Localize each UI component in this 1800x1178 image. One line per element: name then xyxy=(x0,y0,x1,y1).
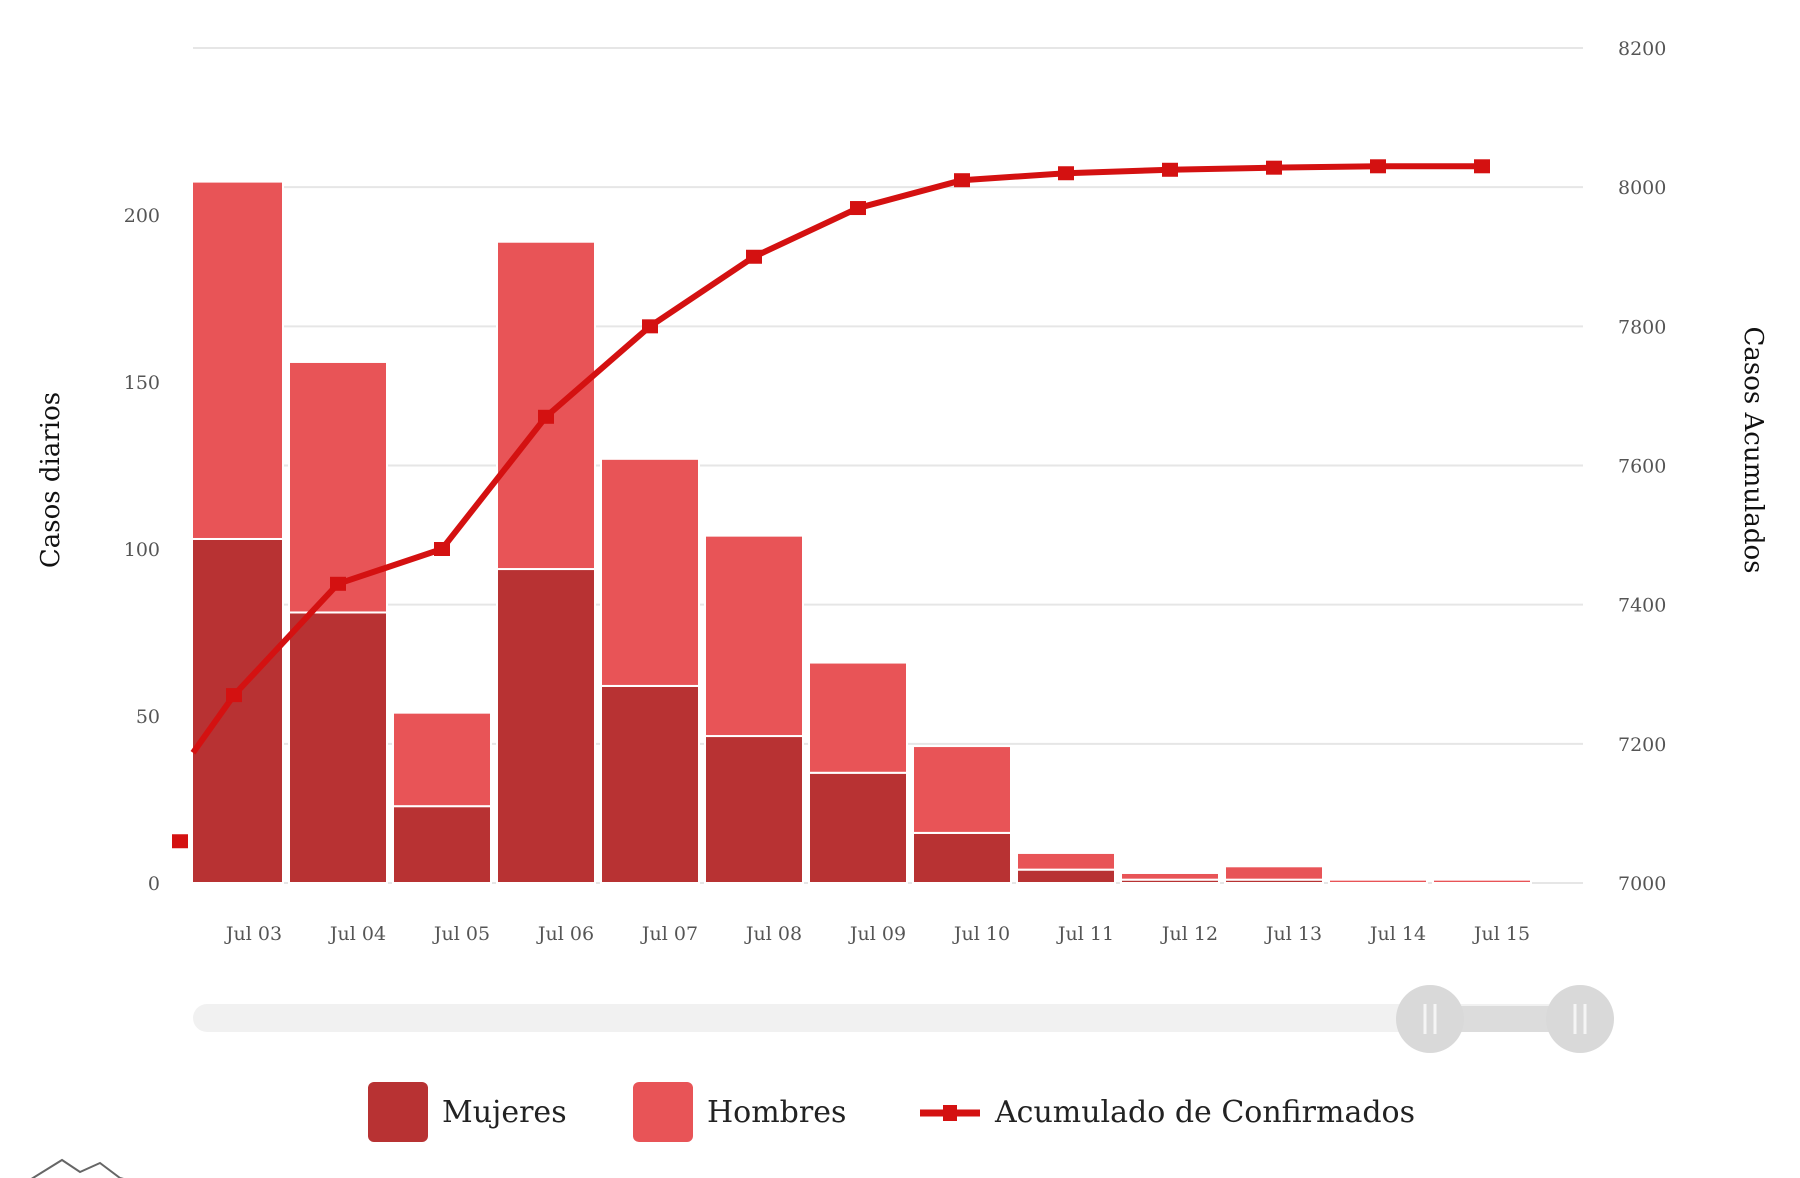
scrollbar-start-grip[interactable] xyxy=(1396,985,1464,1053)
legend-item-hombres[interactable]: Hombres xyxy=(633,1082,846,1142)
y-right-tick-label: 7200 xyxy=(1618,734,1666,756)
x-tick-label: Jul 10 xyxy=(952,923,1010,945)
bars xyxy=(81,180,1532,885)
y-left-tick-label: 150 xyxy=(124,372,160,394)
y-axis-right-title: Casos Acumulados xyxy=(1738,327,1768,574)
y-axis-right: 7000 7200 7400 7600 7800 8000 8200 xyxy=(1618,38,1666,895)
cumulative-point xyxy=(746,249,762,264)
y-left-tick-label: 100 xyxy=(124,539,160,561)
bar-hombres xyxy=(600,457,700,687)
cumulative-point xyxy=(954,173,970,188)
bar-hombres xyxy=(808,661,908,774)
bar-hombres xyxy=(1328,878,1428,884)
y-left-tick-label: 200 xyxy=(124,205,160,227)
cumulative-point xyxy=(1370,159,1386,174)
scrollbar-track[interactable] xyxy=(193,1004,1608,1032)
x-tick-label: Jul 09 xyxy=(848,923,906,945)
y-right-tick-label: 7600 xyxy=(1618,456,1666,478)
cumulative-point xyxy=(1162,162,1178,177)
bar-hombres xyxy=(1432,878,1532,884)
x-tick-label: Jul 06 xyxy=(536,923,594,945)
bar-mujeres xyxy=(704,735,804,884)
y-right-tick-label: 7400 xyxy=(1618,595,1666,617)
cumulative-point xyxy=(434,542,450,556)
bar-hombres xyxy=(496,240,596,571)
cumulative-point xyxy=(1058,166,1074,181)
bar-hombres xyxy=(392,711,492,808)
bar-mujeres xyxy=(392,805,492,884)
cumulative-line-segment xyxy=(190,693,237,755)
bar-mujeres xyxy=(1016,868,1116,885)
legend-swatch-hombres xyxy=(633,1082,693,1142)
cumulative-point xyxy=(172,834,188,849)
logo-icon xyxy=(31,1158,124,1178)
y-right-tick-label: 8200 xyxy=(1618,38,1666,60)
scrollbar-end-grip[interactable] xyxy=(1546,985,1614,1053)
y-axis-left-title: Casos diarios xyxy=(36,392,66,568)
bar-mujeres xyxy=(912,831,1012,885)
x-axis: Jul 03 Jul 04 Jul 05 Jul 06 Jul 07 Jul 08 Jul … xyxy=(224,923,1530,945)
bar-hombres xyxy=(1224,865,1324,881)
cumulative-point xyxy=(330,576,346,591)
cumulative-point xyxy=(1266,160,1282,175)
cumulative-point xyxy=(642,319,658,334)
y-left-tick-label: 0 xyxy=(148,873,160,895)
bar-mujeres xyxy=(808,771,908,885)
legend-label-mujeres: Mujeres xyxy=(442,1095,567,1130)
x-tick-label: Jul 12 xyxy=(1160,923,1218,945)
bar-mujeres xyxy=(600,684,700,884)
legend: Mujeres Hombres Acumulado de Confirmados xyxy=(368,1082,1415,1142)
x-tick-label: Jul 14 xyxy=(1368,923,1426,945)
y-left-tick-label: 50 xyxy=(136,706,160,728)
y-right-tick-label: 7800 xyxy=(1618,316,1666,338)
cumulative-line xyxy=(172,159,1490,849)
bar-hombres xyxy=(193,180,284,540)
cumulative-point xyxy=(1474,159,1490,174)
y-right-tick-label: 8000 xyxy=(1618,177,1666,199)
legend-item-acumulado[interactable]: Acumulado de Confirmados xyxy=(920,1095,1415,1130)
bar-mujeres xyxy=(193,537,284,884)
bar-hombres xyxy=(704,534,804,738)
bar-mujeres xyxy=(81,609,179,883)
x-tick-label: Jul 11 xyxy=(1056,923,1114,945)
cumulative-point xyxy=(850,201,866,216)
x-tick-label: Jul 07 xyxy=(640,923,698,945)
cumulative-point xyxy=(538,409,554,424)
x-tick-label: Jul 05 xyxy=(432,923,490,945)
cumulative-line-path xyxy=(231,163,1482,698)
legend-label-acumulado: Acumulado de Confirmados xyxy=(994,1095,1415,1130)
y-axis-left: 0 50 100 150 200 xyxy=(124,205,160,895)
bar-mujeres xyxy=(496,568,596,884)
x-tick-label: Jul 03 xyxy=(224,923,282,945)
x-tick-label: Jul 15 xyxy=(1472,923,1530,945)
bar-hombres xyxy=(1016,851,1116,871)
bar-hombres xyxy=(1120,871,1220,881)
legend-swatch-mujeres xyxy=(368,1082,428,1142)
y-right-tick-label: 7000 xyxy=(1618,873,1666,895)
legend-label-hombres: Hombres xyxy=(707,1095,846,1130)
x-tick-label: Jul 13 xyxy=(1264,923,1322,945)
range-scrollbar[interactable] xyxy=(193,985,1614,1053)
bar-mujeres xyxy=(288,611,388,885)
x-tick-label: Jul 08 xyxy=(744,923,802,945)
cumulative-point xyxy=(226,688,242,703)
bar-hombres xyxy=(912,745,1012,834)
x-tick-label: Jul 04 xyxy=(328,923,386,945)
legend-item-mujeres[interactable]: Mujeres xyxy=(368,1082,567,1142)
